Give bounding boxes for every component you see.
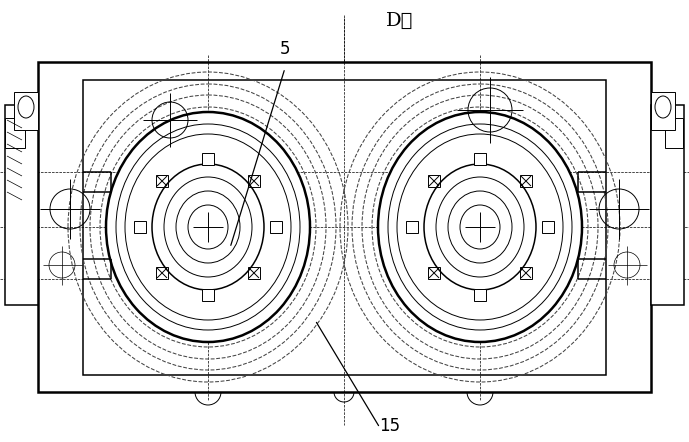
Ellipse shape	[397, 134, 563, 320]
Ellipse shape	[152, 164, 264, 290]
Bar	[406, 221, 418, 233]
Ellipse shape	[18, 96, 34, 118]
Bar	[5, 118, 25, 148]
Bar	[202, 153, 214, 165]
Bar	[651, 92, 675, 130]
Bar	[202, 289, 214, 301]
Bar	[134, 221, 146, 233]
Bar	[156, 175, 168, 187]
Text: 5: 5	[280, 40, 290, 58]
Ellipse shape	[106, 112, 310, 342]
Ellipse shape	[164, 177, 252, 277]
Bar	[5, 105, 38, 305]
Bar	[520, 267, 532, 279]
Ellipse shape	[176, 191, 240, 263]
Ellipse shape	[125, 134, 291, 320]
Ellipse shape	[424, 164, 536, 290]
Bar	[651, 105, 684, 305]
Ellipse shape	[448, 191, 512, 263]
Bar	[248, 267, 260, 279]
Ellipse shape	[188, 205, 228, 249]
Ellipse shape	[116, 124, 300, 330]
Bar	[474, 153, 486, 165]
Ellipse shape	[436, 177, 524, 277]
Bar	[665, 118, 683, 148]
Bar	[248, 175, 260, 187]
Ellipse shape	[388, 124, 572, 330]
Ellipse shape	[378, 112, 582, 342]
Text: D向: D向	[387, 12, 413, 30]
Bar	[428, 175, 440, 187]
Bar	[428, 267, 440, 279]
Bar	[156, 267, 168, 279]
Bar	[270, 221, 282, 233]
Ellipse shape	[655, 96, 671, 118]
Bar	[14, 92, 38, 130]
Text: 15: 15	[380, 417, 400, 435]
Bar	[520, 175, 532, 187]
Ellipse shape	[460, 205, 500, 249]
Bar	[38, 62, 651, 392]
Bar	[83, 80, 606, 375]
Bar	[542, 221, 554, 233]
Bar	[474, 289, 486, 301]
